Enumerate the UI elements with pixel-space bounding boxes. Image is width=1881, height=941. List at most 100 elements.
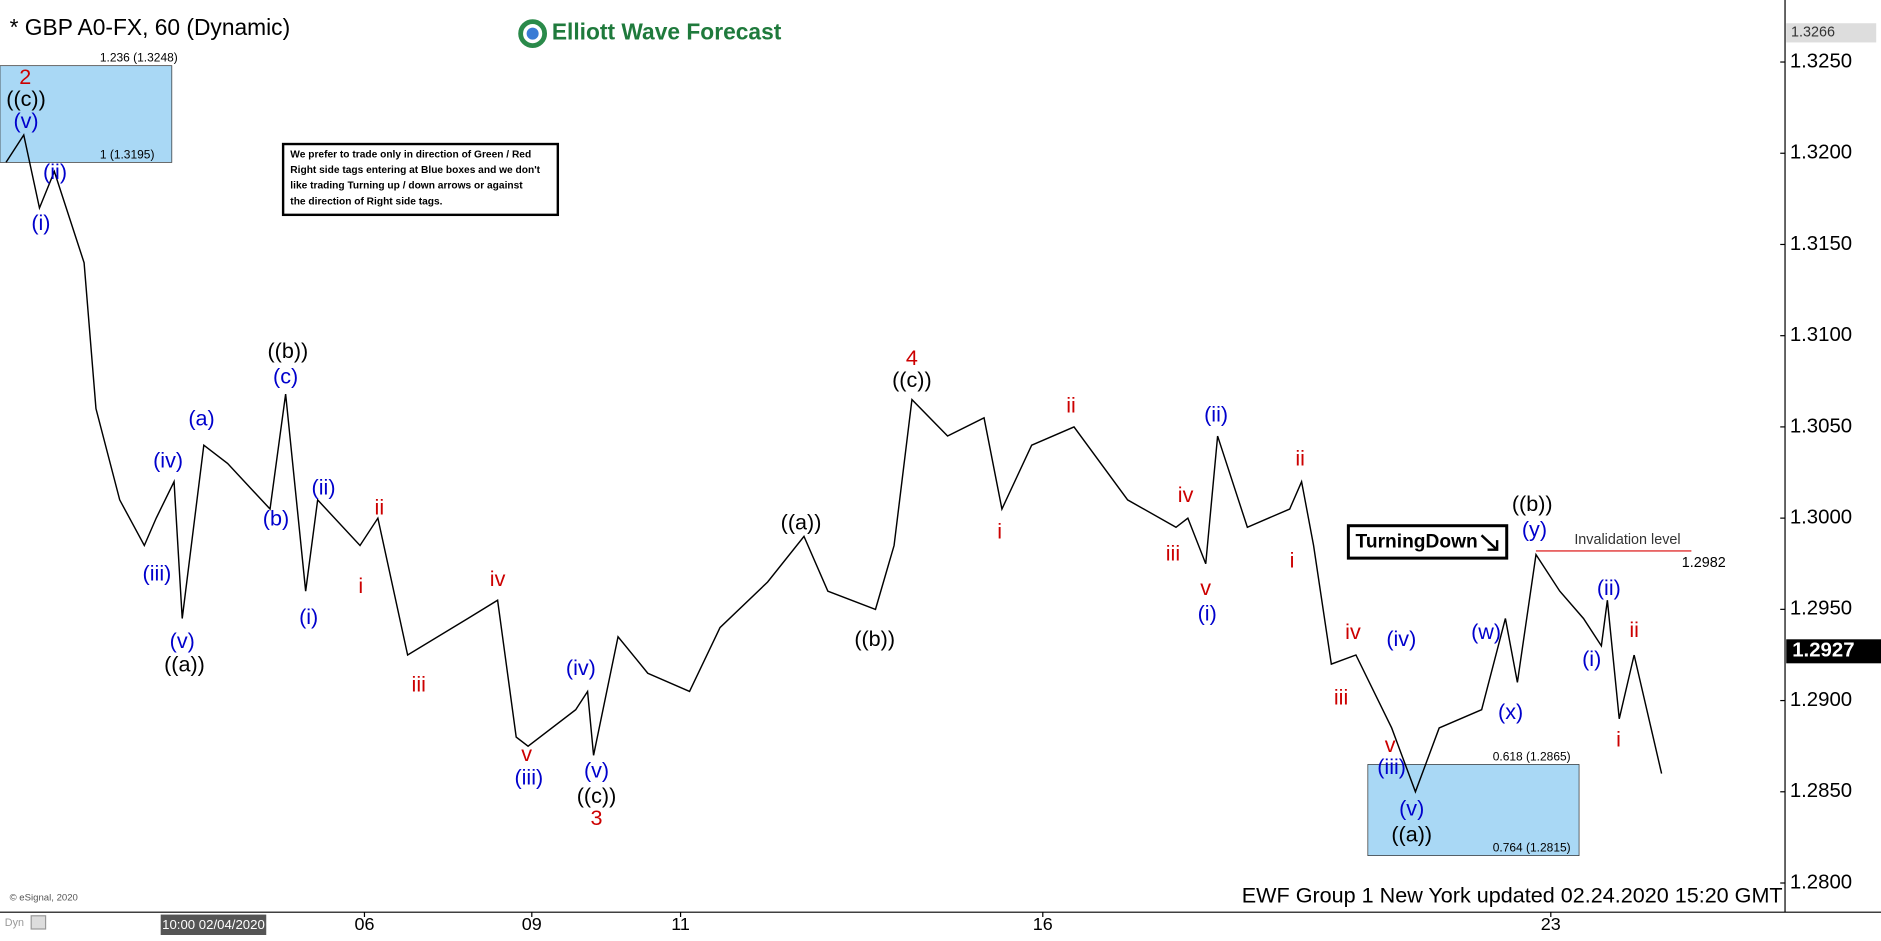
wave-label: (i) (299, 604, 318, 629)
wave-label: (iii) (1377, 754, 1406, 779)
box-top-label: 0.618 (1.2865) (1493, 749, 1571, 763)
box-bottom-label: 0.764 (1.2815) (1493, 841, 1571, 855)
target-box (1367, 764, 1580, 856)
series (5, 133, 1692, 794)
wave-label: i (1616, 726, 1621, 751)
wave-label: (v) (584, 757, 609, 782)
price-line (1633, 654, 1663, 774)
wave-label: v (1385, 732, 1396, 757)
wave-label: ii (375, 495, 385, 520)
logo-icon-center (526, 27, 539, 40)
wave-label: ii (1295, 445, 1305, 470)
wave-label: (c) (273, 363, 298, 388)
wave-label: (ii) (1597, 575, 1621, 600)
wave-label: ((b)) (267, 338, 308, 363)
note-line: like trading Turning up / down arrows or… (290, 181, 523, 192)
wave-label: ((a)) (1391, 821, 1432, 846)
box-bottom-label: 1 (1.3195) (100, 147, 155, 161)
tag-arrow (1480, 534, 1499, 551)
wave-label: (v) (13, 108, 38, 133)
x-tick-label: 11 (671, 914, 690, 934)
note-line: the direction of Right side tags. (290, 196, 442, 207)
price-line (5, 133, 1635, 794)
wave-label: iii (412, 672, 426, 697)
x-tick-label: 16 (1033, 914, 1053, 934)
x-tick-label: 23 (1541, 914, 1561, 934)
wave-label: i (1290, 548, 1295, 573)
mode-label: Dyn (5, 917, 24, 929)
box-top-label: 1.236 (1.3248) (100, 51, 178, 65)
wave-label: (b) (263, 506, 289, 531)
footer: EWF Group 1 New York updated 02.24.2020 … (1242, 882, 1783, 907)
labels: 1.236 (1.3248) 1 (1.3195) 0.618 (1.2865) 0.… (6, 51, 1725, 855)
wave-label: (i) (31, 210, 50, 235)
wave-label: (iv) (153, 447, 183, 472)
chart-title: * GBP A0-FX, 60 (Dynamic) (10, 14, 291, 40)
high-tag-label: 1.3266 (1791, 25, 1835, 41)
y-tick-label: 1.3000 (1790, 507, 1852, 529)
x-tick-label: 06 (354, 914, 374, 934)
tag-frame (1346, 524, 1509, 560)
wave-label: v (521, 741, 532, 766)
note-frame (281, 142, 560, 217)
wave-label: ((c)) (6, 86, 46, 111)
logo-icon (518, 19, 548, 49)
tag-text: TurningDown (1356, 532, 1478, 553)
logo-text: Elliott Wave Forecast (552, 19, 782, 45)
y-tick-label: 1.3200 (1790, 142, 1852, 164)
wave-label: 2 (19, 64, 31, 89)
last-price-label: 1.2927 (1792, 640, 1854, 662)
turning-down-tag: TurningDown (1346, 524, 1509, 560)
wave-label: ii (1629, 617, 1639, 642)
wave-label: ((c)) (892, 367, 932, 392)
mode-button[interactable] (30, 915, 47, 930)
note-line: Right side tags entering at Blue boxes a… (290, 165, 540, 176)
wave-label: (ii) (43, 159, 67, 184)
wave-label: (iii) (514, 765, 543, 790)
wave-label: (iii) (143, 560, 172, 585)
y-tick-label: 1.2850 (1790, 780, 1852, 802)
wave-label: (ii) (1204, 402, 1228, 427)
logo: Elliott Wave Forecast (518, 19, 782, 49)
high-tag-bg (1786, 23, 1877, 43)
wave-label: ((b)) (1512, 491, 1553, 516)
y-tick-label: 1.3150 (1790, 233, 1852, 255)
note-line: We prefer to trade only in direction of … (290, 150, 531, 161)
wave-label: (w) (1471, 619, 1501, 644)
wave-label: ((a)) (781, 509, 822, 534)
wave-label: ii (1066, 393, 1076, 418)
x-tick-label: 09 (522, 914, 542, 934)
wave-label: i (358, 573, 363, 598)
copyright: © eSignal, 2020 (10, 892, 78, 903)
wave-label: (y) (1522, 517, 1547, 542)
wave-label: 3 (591, 805, 603, 830)
wave-label: iv (1345, 619, 1361, 644)
y-tick-label: 1.3250 (1790, 50, 1852, 72)
wave-label: (iv) (1386, 626, 1416, 651)
note-box: We prefer to trade only in direction of … (281, 142, 560, 217)
invalidation-value: 1.2982 (1682, 555, 1726, 571)
wave-label: (i) (1582, 646, 1601, 671)
wave-label: ((a)) (164, 652, 205, 677)
y-tick-label: 1.3100 (1790, 324, 1852, 346)
last-price-bg (1786, 639, 1881, 664)
wave-label: (iv) (566, 655, 596, 680)
wave-label: 4 (906, 345, 918, 370)
wave-label: (x) (1498, 699, 1523, 724)
wave-label: ((b)) (854, 626, 895, 651)
wave-label: i (997, 518, 1002, 543)
wave-label: (i) (1198, 601, 1217, 626)
y-tick-label: 1.2950 (1790, 598, 1852, 620)
y-tick-label: 1.2900 (1790, 689, 1852, 711)
wave-label: iv (490, 566, 506, 591)
wave-label: ((c)) (577, 783, 617, 808)
wave-label: (v) (1399, 796, 1424, 821)
target-box (0, 65, 173, 163)
y-tick-label: 1.3050 (1790, 415, 1852, 437)
wave-label: iii (1334, 684, 1348, 709)
invalidation-label: Invalidation level (1574, 532, 1680, 548)
wave-label: (v) (170, 628, 195, 653)
